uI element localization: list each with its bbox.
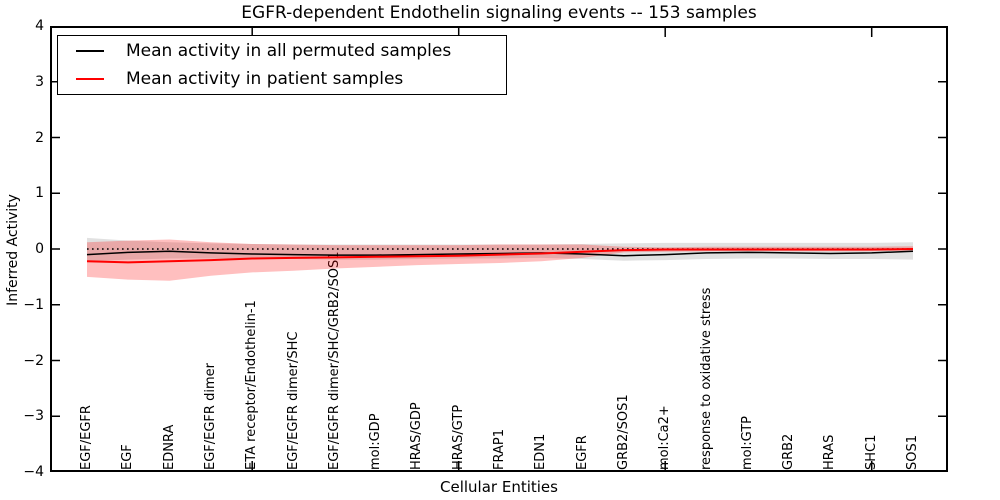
y-tick-label: −3 bbox=[23, 408, 44, 425]
patient-mean-line bbox=[86, 248, 914, 264]
y-tick-label: 0 bbox=[35, 241, 44, 257]
legend-item: Mean activity in patient samples bbox=[58, 65, 506, 93]
plot-area bbox=[50, 26, 948, 472]
y-tick-label: −2 bbox=[23, 352, 44, 369]
axes-frame bbox=[50, 26, 948, 472]
legend-item: Mean activity in all permuted samples bbox=[58, 37, 506, 65]
legend-label: Mean activity in all permuted samples bbox=[126, 41, 452, 61]
legend-label: Mean activity in patient samples bbox=[126, 69, 404, 89]
legend-line-swatch bbox=[76, 78, 104, 80]
permuted-confidence-band bbox=[87, 237, 913, 262]
y-tick-label: 1 bbox=[35, 185, 44, 202]
chart-canvas bbox=[50, 26, 948, 472]
y-tick-label: 2 bbox=[35, 129, 44, 146]
y-tick-label: 4 bbox=[35, 18, 44, 34]
x-axis-label: Cellular Entities bbox=[440, 478, 558, 496]
legend-line-swatch bbox=[76, 50, 104, 52]
legend: Mean activity in all permuted samples Mea… bbox=[57, 35, 507, 95]
y-tick-label: 3 bbox=[35, 73, 44, 90]
y-tick-label: −1 bbox=[23, 296, 44, 313]
permuted-mean-line bbox=[86, 250, 914, 257]
y-tick-label: −4 bbox=[23, 464, 44, 480]
chart-title: EGFR-dependent Endothelin signaling even… bbox=[241, 3, 757, 23]
